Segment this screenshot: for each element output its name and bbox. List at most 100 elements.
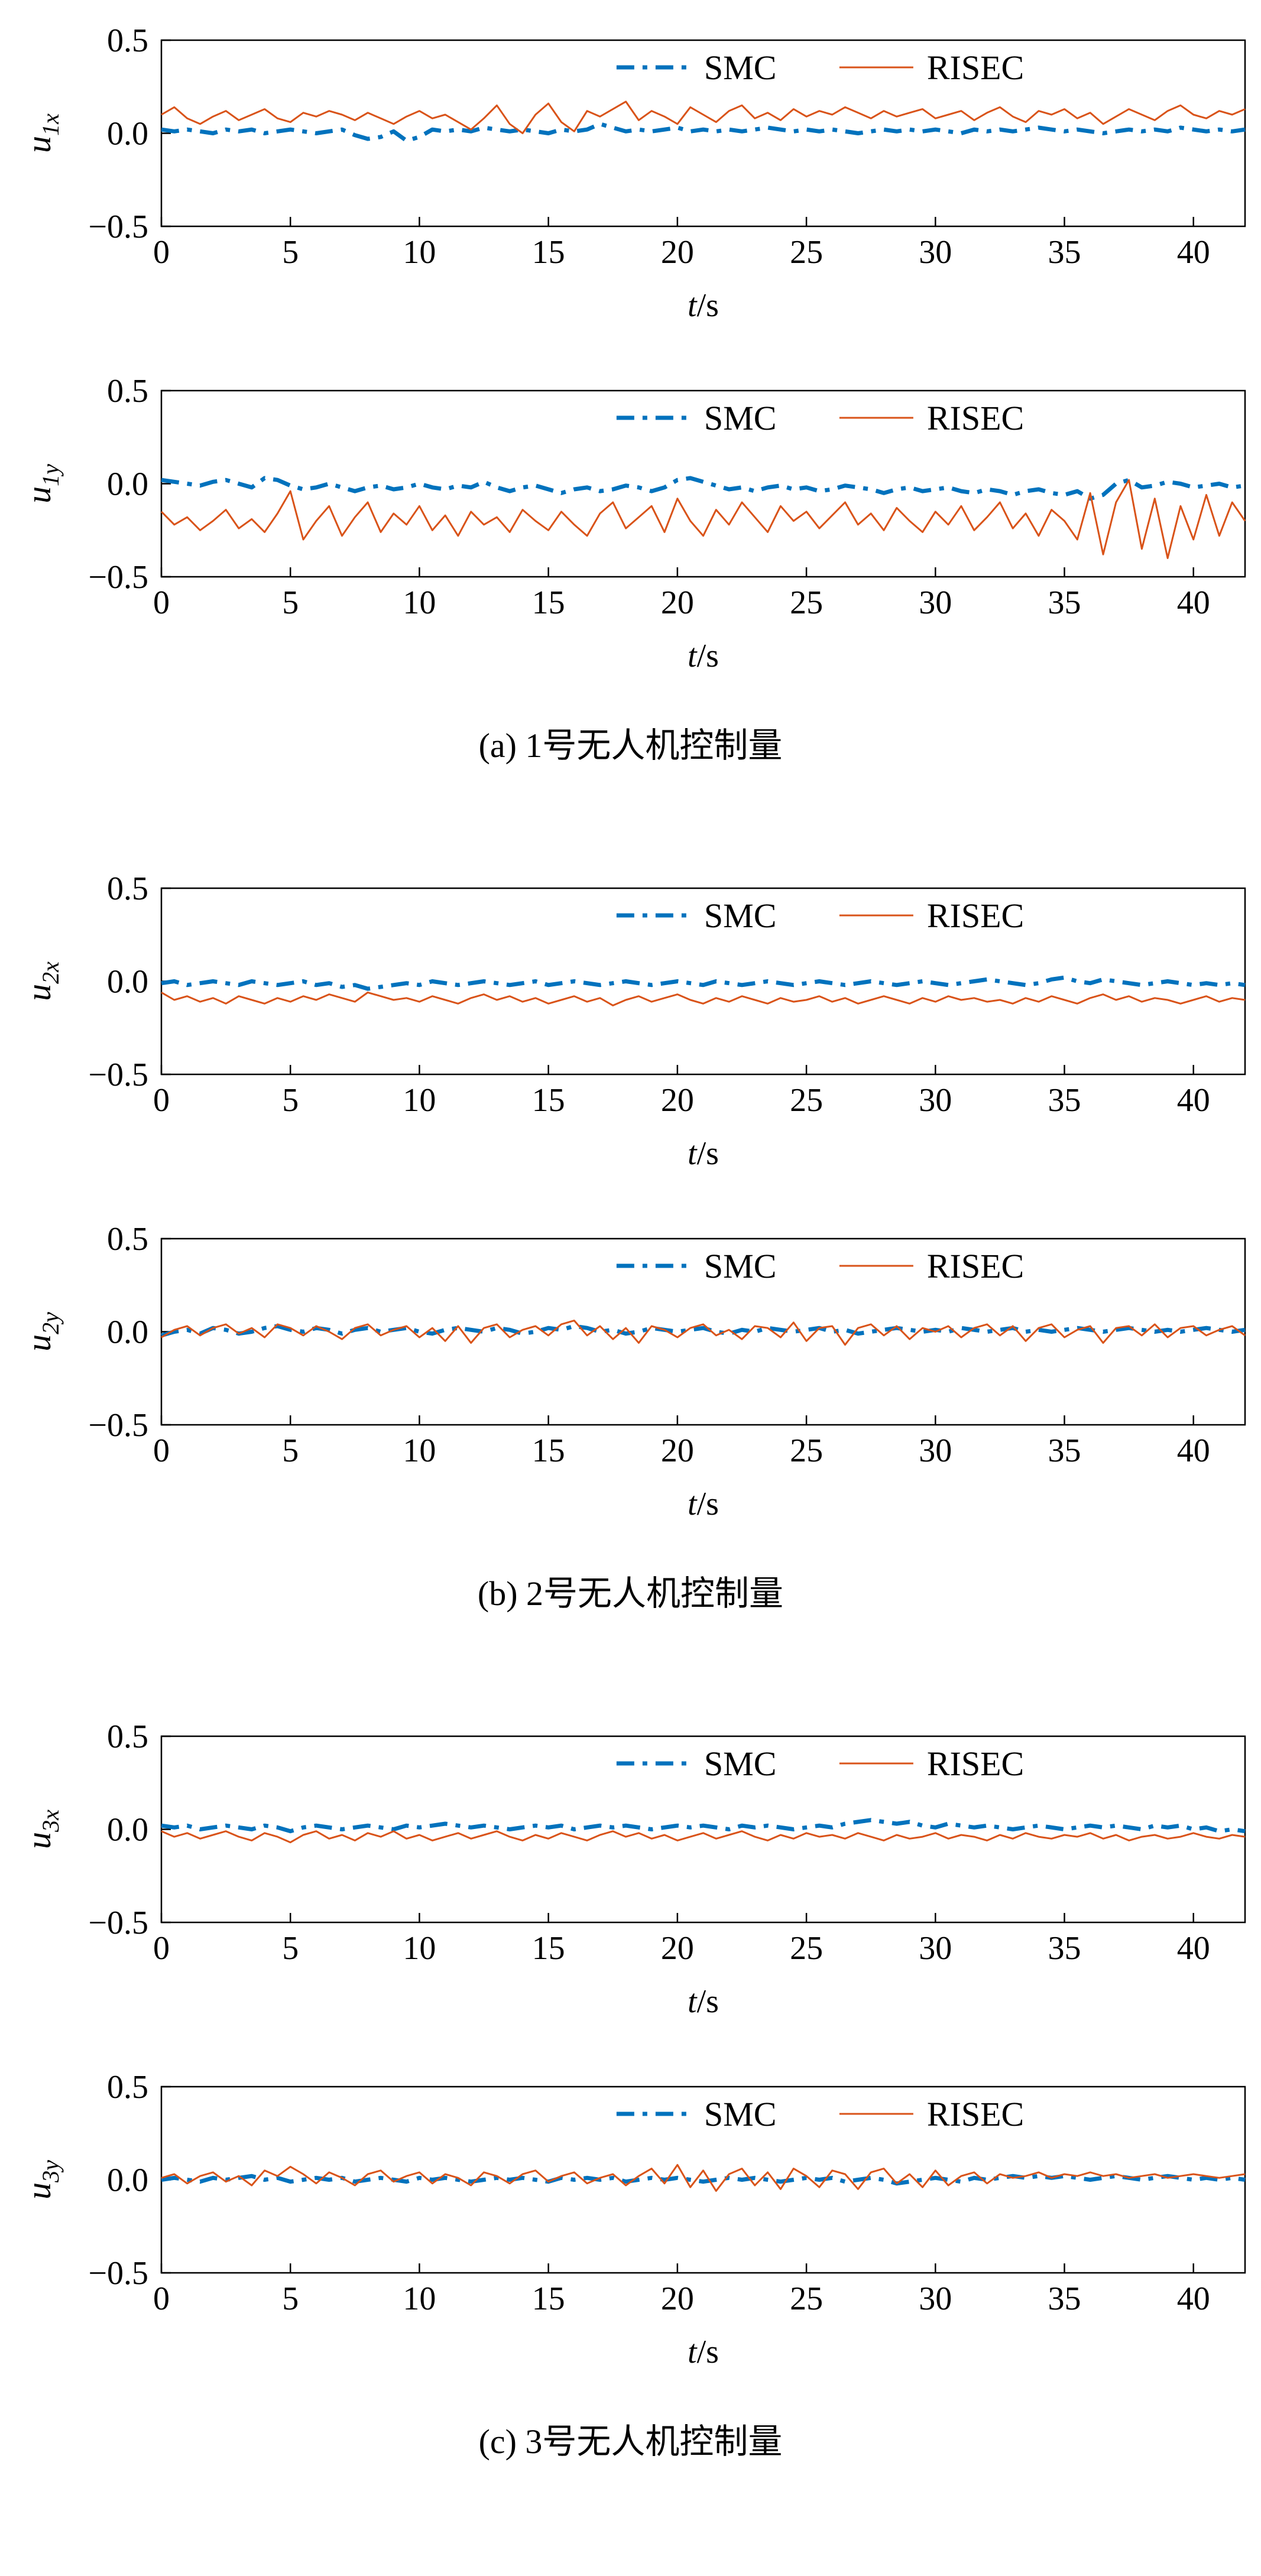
x-tick-label: 20 bbox=[661, 1432, 694, 1469]
x-axis-label: t/s bbox=[688, 1983, 719, 2020]
uav2-section: 0 5 10 15 20 25 30 35 40 −0.5 0.0 0.5 u2x t/s SMC RISEC… bbox=[0, 865, 1261, 1615]
chart-u1y: 0 5 10 15 20 25 30 35 40 −0.5 0.0 0.5 u1y t/s SMC RISEC bbox=[20, 373, 1246, 674]
uav3-section: 0 5 10 15 20 25 30 35 40 −0.5 0.0 0.5 u3x t/s SMC RISEC… bbox=[0, 1713, 1261, 2463]
plot-box bbox=[160, 1735, 1246, 1924]
x-tick-label: 5 bbox=[282, 2281, 299, 2317]
x-tick-label: 30 bbox=[919, 234, 952, 271]
y-tick-label: 0.5 bbox=[107, 1221, 148, 1258]
x-tick-label: 15 bbox=[532, 1082, 565, 1119]
x-tick-label: 40 bbox=[1177, 1432, 1210, 1469]
risec-line bbox=[161, 1320, 1246, 1346]
chart-u2x: 0 5 10 15 20 25 30 35 40 −0.5 0.0 0.5 u2x t/s SMC RISEC bbox=[20, 870, 1246, 1172]
figure-page: 0 5 10 15 20 25 30 35 40 −0.5 0.0 0.5 u1x t/s SMC RISEC… bbox=[0, 22, 1261, 2463]
x-tick-label: 20 bbox=[661, 1082, 694, 1119]
x-tick-label: 5 bbox=[282, 234, 299, 271]
y-tick-label: 0.0 bbox=[107, 116, 148, 152]
x-tick-label: 15 bbox=[532, 2281, 565, 2317]
legend-smc-label: SMC bbox=[704, 1745, 777, 1783]
y-tick-label: 0.5 bbox=[107, 870, 148, 907]
x-tick-label: 0 bbox=[153, 584, 170, 621]
x-tick-label: 15 bbox=[532, 1930, 565, 1967]
y-tick-label: 0.0 bbox=[107, 1812, 148, 1849]
y-axis-label: u1y bbox=[20, 464, 64, 503]
legend-risec-label: RISEC bbox=[927, 2095, 1024, 2133]
x-tick-label: 35 bbox=[1048, 234, 1081, 271]
legend-smc-label: SMC bbox=[704, 896, 777, 935]
x-tick-label: 30 bbox=[919, 1082, 952, 1119]
plot-box bbox=[160, 1237, 1246, 1426]
x-tick-label: 35 bbox=[1048, 1930, 1081, 1967]
y-tick-label: 0.5 bbox=[107, 1719, 148, 1755]
y-tick-label: −0.5 bbox=[88, 1407, 148, 1444]
x-axis-label: t/s bbox=[688, 287, 719, 324]
y-tick-label: 0.0 bbox=[107, 2162, 148, 2199]
x-tick-label: 10 bbox=[403, 584, 436, 621]
x-tick-label: 40 bbox=[1177, 1930, 1210, 1967]
x-tick-label: 40 bbox=[1177, 2281, 1210, 2317]
x-axis-label: t/s bbox=[688, 638, 719, 674]
y-axis-label: u1x bbox=[20, 113, 64, 153]
x-tick-label: 10 bbox=[403, 1082, 436, 1119]
y-tick-label: −0.5 bbox=[88, 2255, 148, 2292]
x-tick-label: 40 bbox=[1177, 584, 1210, 621]
x-tick-label: 35 bbox=[1048, 584, 1081, 621]
x-tick-label: 40 bbox=[1177, 234, 1210, 271]
smc-line bbox=[161, 975, 1246, 991]
smc-line bbox=[161, 1324, 1246, 1338]
legend-smc-label: SMC bbox=[704, 2095, 777, 2133]
x-tick-label: 20 bbox=[661, 584, 694, 621]
x-tick-label: 25 bbox=[790, 1082, 823, 1119]
x-tick-label: 30 bbox=[919, 584, 952, 621]
y-tick-label: 0.0 bbox=[107, 466, 148, 503]
x-tick-label: 30 bbox=[919, 1930, 952, 1967]
x-tick-label: 5 bbox=[282, 584, 299, 621]
y-tick-label: −0.5 bbox=[88, 1905, 148, 1941]
legend-risec-label: RISEC bbox=[927, 1247, 1024, 1285]
x-tick-label: 25 bbox=[790, 234, 823, 271]
y-tick-label: 0.5 bbox=[107, 22, 148, 59]
caption-uav3: (c) 3号无人机控制量 bbox=[478, 2422, 783, 2461]
legend-smc-label: SMC bbox=[704, 1247, 777, 1285]
x-tick-label: 25 bbox=[790, 584, 823, 621]
legend-smc-label: SMC bbox=[704, 48, 777, 87]
y-tick-label: 0.0 bbox=[107, 964, 148, 1000]
x-tick-label: 5 bbox=[282, 1082, 299, 1119]
caption-uav2: (b) 2号无人机控制量 bbox=[477, 1574, 784, 1613]
y-axis-label: u2x bbox=[20, 961, 64, 1001]
legend-risec-label: RISEC bbox=[927, 48, 1024, 87]
x-tick-label: 10 bbox=[403, 1930, 436, 1967]
risec-line bbox=[160, 479, 1246, 559]
x-tick-label: 15 bbox=[532, 234, 565, 271]
y-axis-label: u3y bbox=[20, 2160, 64, 2200]
x-tick-label: 35 bbox=[1048, 2281, 1081, 2317]
x-tick-label: 0 bbox=[153, 1432, 170, 1469]
plot-box bbox=[160, 887, 1246, 1076]
x-tick-label: 10 bbox=[403, 234, 436, 271]
x-axis-label: t/s bbox=[688, 1486, 719, 1522]
x-tick-label: 35 bbox=[1048, 1082, 1081, 1119]
x-tick-label: 15 bbox=[532, 1432, 565, 1469]
x-tick-label: 0 bbox=[153, 234, 170, 271]
caption-uav1: (a) 1号无人机控制量 bbox=[478, 726, 783, 765]
smc-line bbox=[161, 1818, 1246, 1834]
chart-u2y: 0 5 10 15 20 25 30 35 40 −0.5 0.0 0.5 u2y t/s SMC RISEC bbox=[20, 1221, 1246, 1522]
x-tick-label: 10 bbox=[403, 2281, 436, 2317]
x-tick-label: 25 bbox=[790, 1930, 823, 1967]
x-tick-label: 25 bbox=[790, 2281, 823, 2317]
x-tick-label: 0 bbox=[153, 1930, 170, 1967]
smc-line bbox=[161, 122, 1246, 143]
y-axis-label: u3x bbox=[20, 1810, 64, 1849]
x-tick-label: 10 bbox=[403, 1432, 436, 1469]
chart-u3x: 0 5 10 15 20 25 30 35 40 −0.5 0.0 0.5 u3x t/s SMC RISEC bbox=[20, 1719, 1246, 2020]
x-axis-label: t/s bbox=[688, 2334, 719, 2370]
x-tick-label: 40 bbox=[1177, 1082, 1210, 1119]
legend-smc-label: SMC bbox=[704, 399, 777, 437]
legend-risec-label: RISEC bbox=[927, 1745, 1024, 1783]
legend-risec-label: RISEC bbox=[927, 399, 1024, 437]
x-tick-label: 20 bbox=[661, 2281, 694, 2317]
smc-line bbox=[161, 476, 1246, 501]
risec-line bbox=[161, 991, 1246, 1006]
y-tick-label: −0.5 bbox=[88, 209, 148, 245]
x-tick-label: 20 bbox=[661, 1930, 694, 1967]
x-tick-label: 5 bbox=[282, 1930, 299, 1967]
